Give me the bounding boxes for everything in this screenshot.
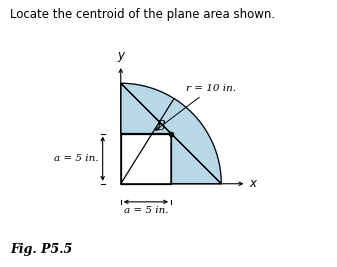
Text: Locate the centroid of the plane area shown.: Locate the centroid of the plane area sh… [10, 8, 275, 21]
Text: a = 5 in.: a = 5 in. [54, 154, 99, 163]
Polygon shape [121, 83, 221, 184]
Text: y: y [117, 49, 124, 62]
Text: r = 10 in.: r = 10 in. [156, 84, 236, 130]
Text: B: B [156, 120, 165, 134]
Text: x: x [249, 177, 256, 190]
Text: a = 5 in.: a = 5 in. [124, 206, 168, 215]
Text: Fig. P5.5: Fig. P5.5 [10, 243, 72, 256]
